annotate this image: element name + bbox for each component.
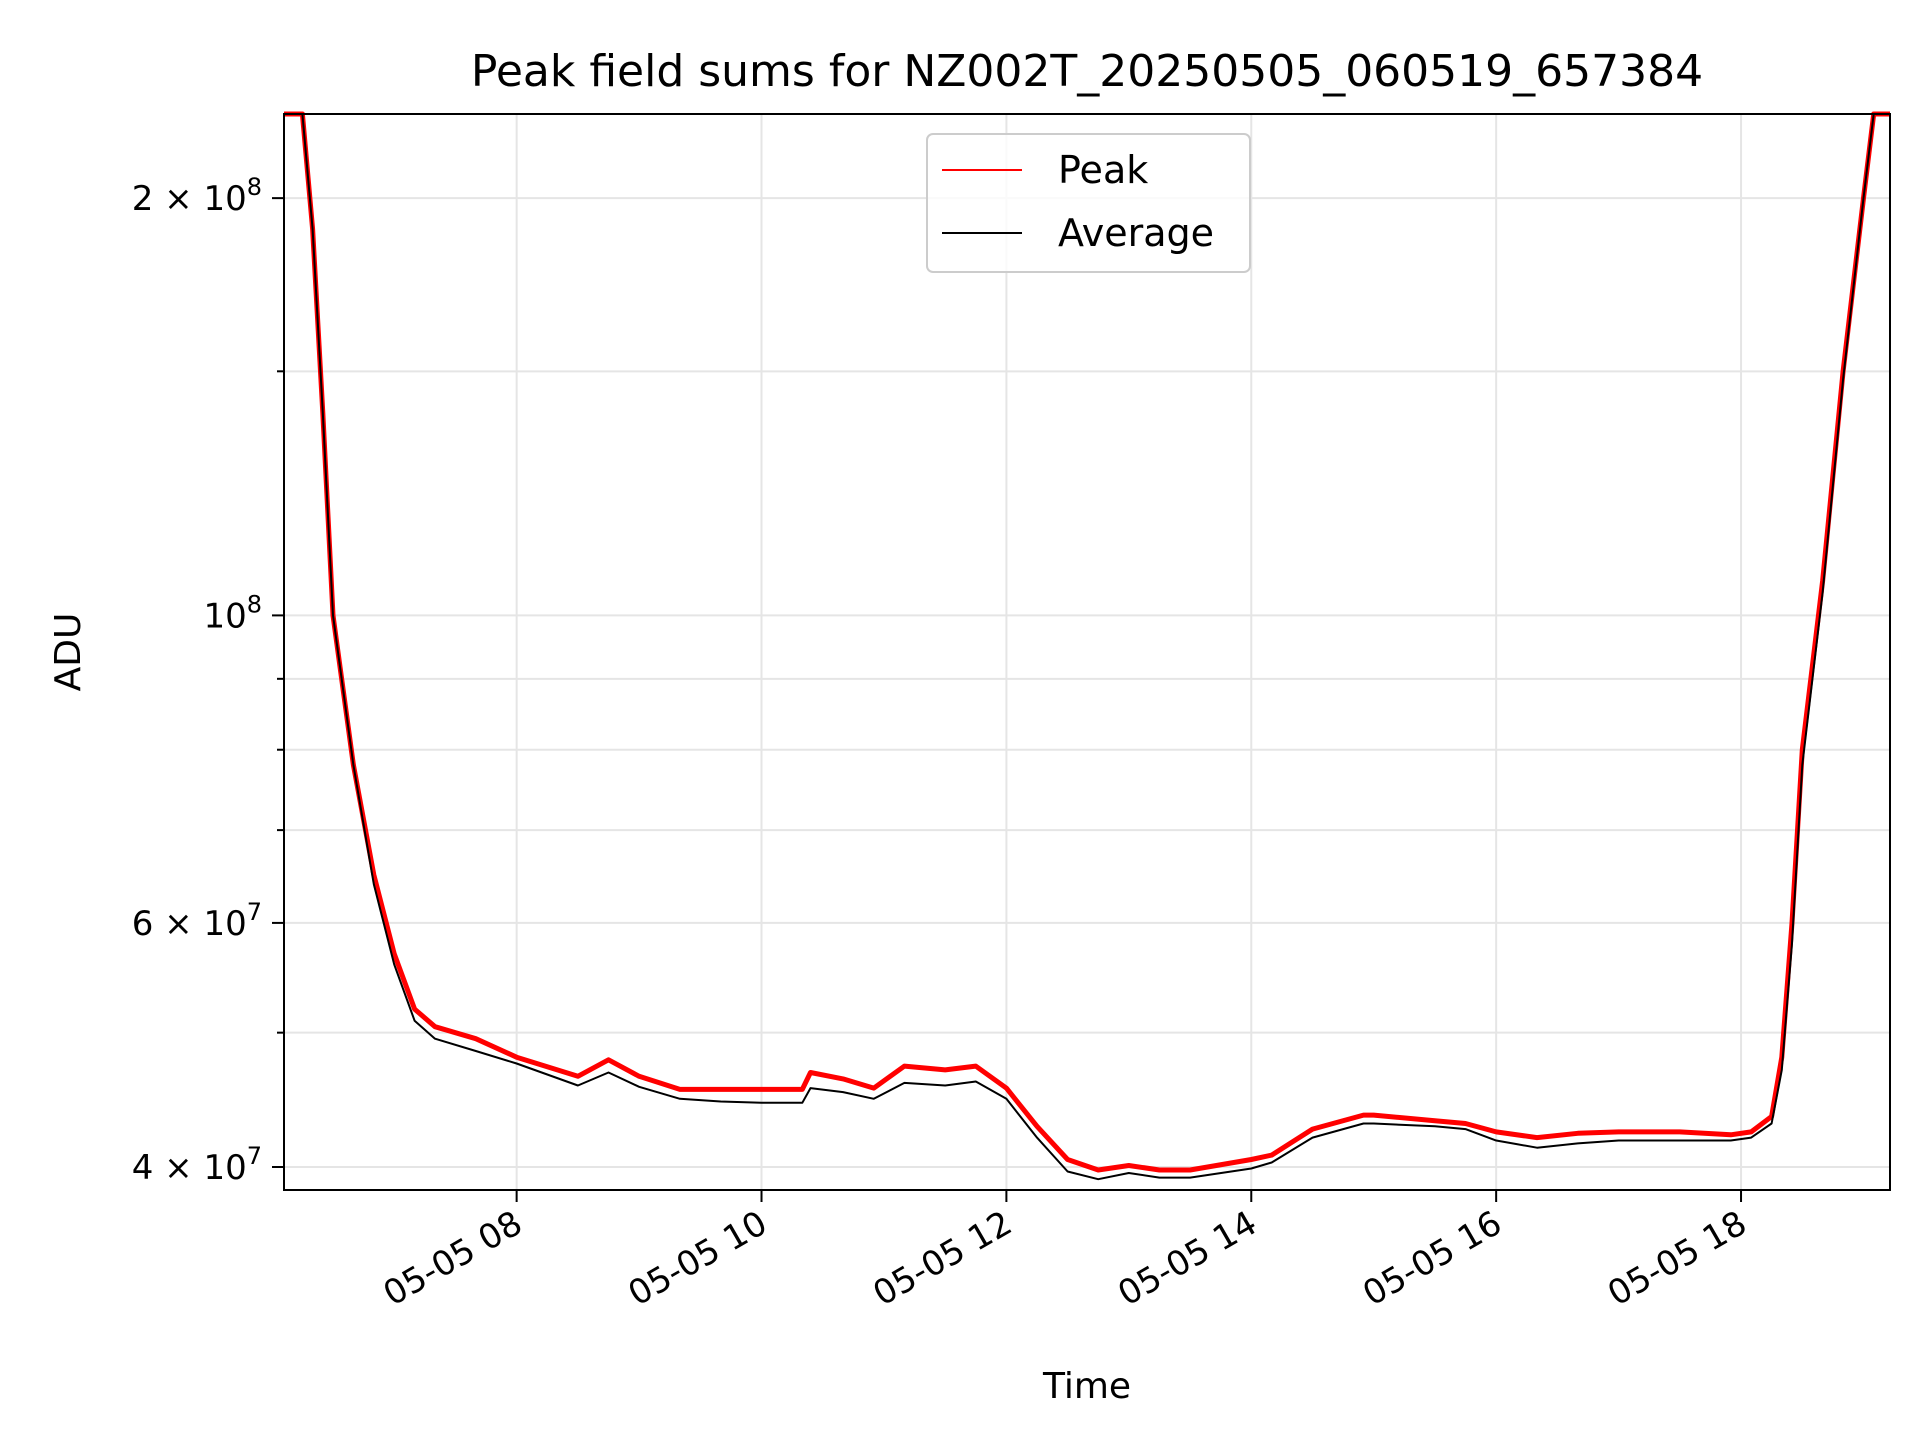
series-line-peak bbox=[284, 111, 1890, 1173]
y-axis-title: ADU bbox=[48, 613, 89, 692]
plot-frame bbox=[283, 113, 1891, 1191]
chart-title: Peak field sums for NZ002T_20250505_0605… bbox=[471, 46, 1703, 97]
y-tick-label: 6 × 107 bbox=[132, 898, 262, 944]
x-axis-title: Time bbox=[1042, 1366, 1131, 1407]
legend: Peak Average bbox=[926, 133, 1251, 273]
series-layer bbox=[284, 111, 1890, 1181]
legend-label-average: Average bbox=[1058, 211, 1214, 255]
y-tick-label: 2 × 108 bbox=[132, 173, 262, 219]
legend-box bbox=[926, 133, 1251, 273]
series-line-average bbox=[284, 113, 1890, 1181]
plot-area bbox=[284, 114, 1890, 1190]
legend-label-peak: Peak bbox=[1058, 148, 1148, 192]
y-tick-label: 4 × 107 bbox=[132, 1142, 262, 1188]
